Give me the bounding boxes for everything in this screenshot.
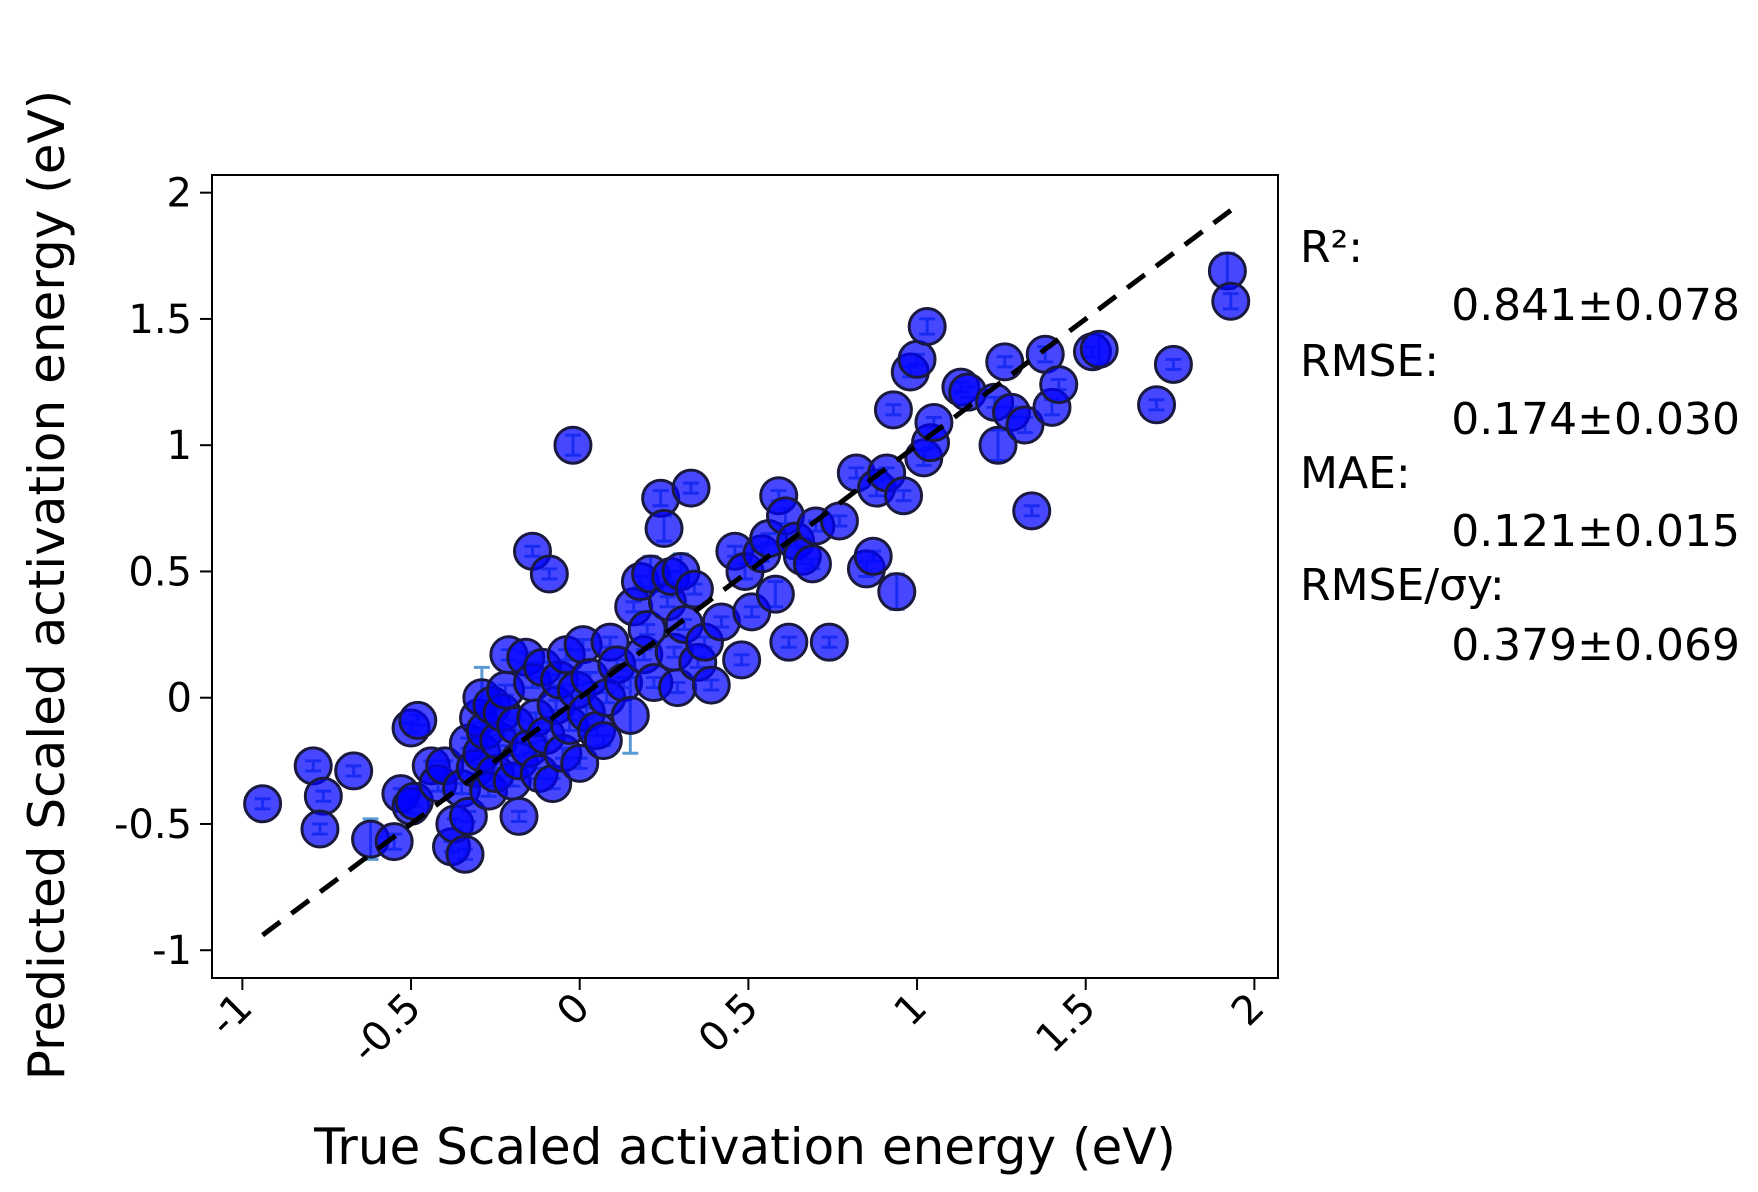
- y-tick-label: 1: [167, 423, 192, 469]
- data-point: [1079, 329, 1119, 369]
- data-point: [671, 468, 711, 508]
- data-point: [985, 342, 1025, 382]
- x-tick-label: -0.5: [342, 985, 430, 1073]
- data-point: [499, 796, 539, 836]
- data-point: [755, 574, 795, 614]
- data-point: [819, 501, 859, 541]
- x-tick-label: 1.5: [1027, 985, 1105, 1063]
- points-layer: [243, 251, 1251, 874]
- data-point: [914, 402, 954, 442]
- metric-r2-value: 0.841±0.078: [1451, 280, 1740, 331]
- data-point: [300, 809, 340, 849]
- data-point: [877, 572, 917, 612]
- data-point: [560, 743, 600, 783]
- y-tick-label: -0.5: [114, 802, 192, 848]
- metric-rmse-label: RMSE:: [1300, 336, 1439, 387]
- data-point: [529, 554, 569, 594]
- x-tick-label: 2: [1223, 985, 1274, 1036]
- data-point: [769, 622, 809, 662]
- x-tick-label: -1: [201, 985, 262, 1046]
- data-point: [907, 307, 947, 347]
- metrics-panel: R²: 0.841±0.078 RMSE: 0.174±0.030 MAE: 0…: [1300, 222, 1740, 671]
- data-point: [809, 622, 849, 662]
- x-axis: -1 -0.5 0 0.5 1 1.5 2: [201, 978, 1274, 1073]
- data-point: [1012, 491, 1052, 531]
- data-point: [873, 390, 913, 430]
- data-point: [334, 751, 374, 791]
- data-point: [610, 695, 650, 735]
- x-tick-label: 0: [548, 985, 599, 1036]
- data-point: [722, 640, 762, 680]
- data-point: [644, 509, 684, 549]
- metric-rmse-value: 0.174±0.030: [1451, 394, 1740, 445]
- data-point: [1005, 405, 1045, 445]
- data-point: [374, 822, 414, 862]
- x-tick-label: 0.5: [690, 985, 768, 1063]
- y-tick-label: -1: [152, 928, 192, 974]
- y-axis: -1 -0.5 0 0.5 1 1.5 2: [114, 171, 212, 974]
- data-point: [792, 544, 832, 584]
- data-point: [445, 834, 485, 874]
- data-point: [553, 425, 593, 465]
- metric-mae-label: MAE:: [1300, 448, 1411, 499]
- data-point: [897, 339, 937, 379]
- y-tick-label: 2: [167, 171, 192, 217]
- metric-r2-label: R²:: [1300, 222, 1363, 273]
- metric-rmse-sigma-label: RMSE/σy:: [1300, 560, 1505, 611]
- data-point: [884, 476, 924, 516]
- data-point: [674, 569, 714, 609]
- data-point: [583, 721, 623, 761]
- metric-rmse-sigma-value: 0.379±0.069: [1451, 620, 1740, 671]
- data-point: [1153, 344, 1193, 384]
- data-point: [448, 796, 488, 836]
- data-point: [1211, 281, 1251, 321]
- metric-mae-value: 0.121±0.015: [1451, 506, 1740, 557]
- data-point: [1039, 365, 1079, 405]
- data-point: [398, 700, 438, 740]
- y-axis-title: Predicted Scaled activation energy (eV): [18, 90, 76, 1080]
- data-point: [978, 425, 1018, 465]
- plot-frame: [211, 174, 1279, 979]
- data-point: [691, 665, 731, 705]
- data-point: [243, 784, 283, 824]
- y-tick-label: 1.5: [128, 297, 192, 343]
- data-point: [303, 776, 343, 816]
- parity-line: [261, 208, 1233, 938]
- data-point: [853, 536, 893, 576]
- y-tick-label: 0: [167, 676, 192, 722]
- data-point: [1137, 385, 1177, 425]
- x-axis-title: True Scaled activation energy (eV): [313, 1118, 1176, 1176]
- y-tick-label: 0.5: [128, 549, 192, 595]
- x-tick-label: 1: [886, 985, 937, 1036]
